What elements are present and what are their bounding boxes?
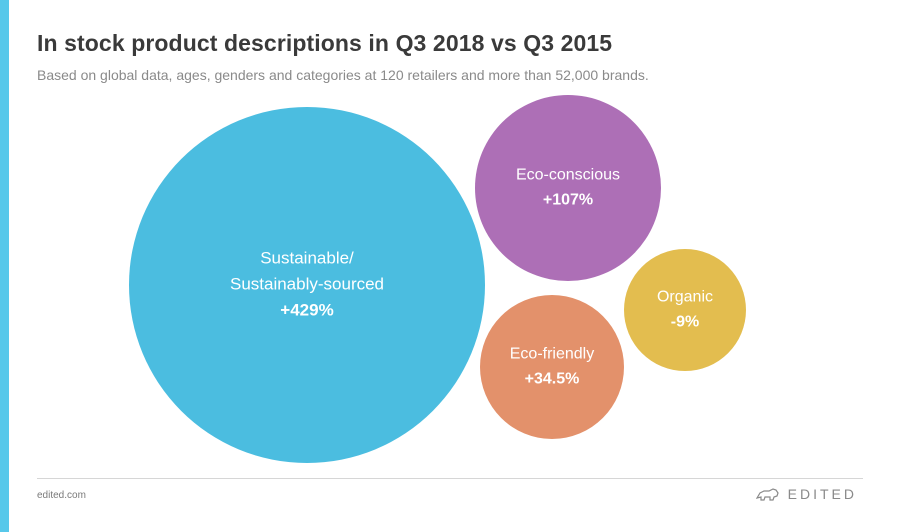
bubble-value-eco-conscious: +107% (543, 192, 593, 209)
bubble-label-organic: Organic (657, 289, 713, 306)
bubble-organic (624, 249, 746, 371)
bubble-label-sustainable: Sustainably-sourced (230, 274, 384, 293)
bubble-eco-conscious (475, 95, 661, 281)
brand-logo: EDITED (755, 486, 857, 502)
bubble-eco-friendly (480, 295, 624, 439)
bubble-value-sustainable: +429% (280, 300, 333, 319)
bubble-label-sustainable: Sustainable/ (260, 248, 354, 267)
footer-divider (37, 478, 863, 479)
brand-name: EDITED (787, 486, 857, 502)
bubble-sustainable (129, 107, 485, 463)
bubble-value-eco-friendly: +34.5% (525, 371, 580, 388)
bubble-value-organic: -9% (671, 314, 699, 331)
bear-logo-icon (755, 488, 779, 501)
chart-subtitle: Based on global data, ages, genders and … (37, 67, 649, 83)
bubble-label-eco-friendly: Eco-friendly (510, 346, 594, 363)
accent-bar (0, 0, 9, 532)
source-label: edited.com (37, 490, 86, 501)
chart-title: In stock product descriptions in Q3 2018… (37, 30, 613, 56)
bubble-label-eco-conscious: Eco-conscious (516, 167, 620, 184)
